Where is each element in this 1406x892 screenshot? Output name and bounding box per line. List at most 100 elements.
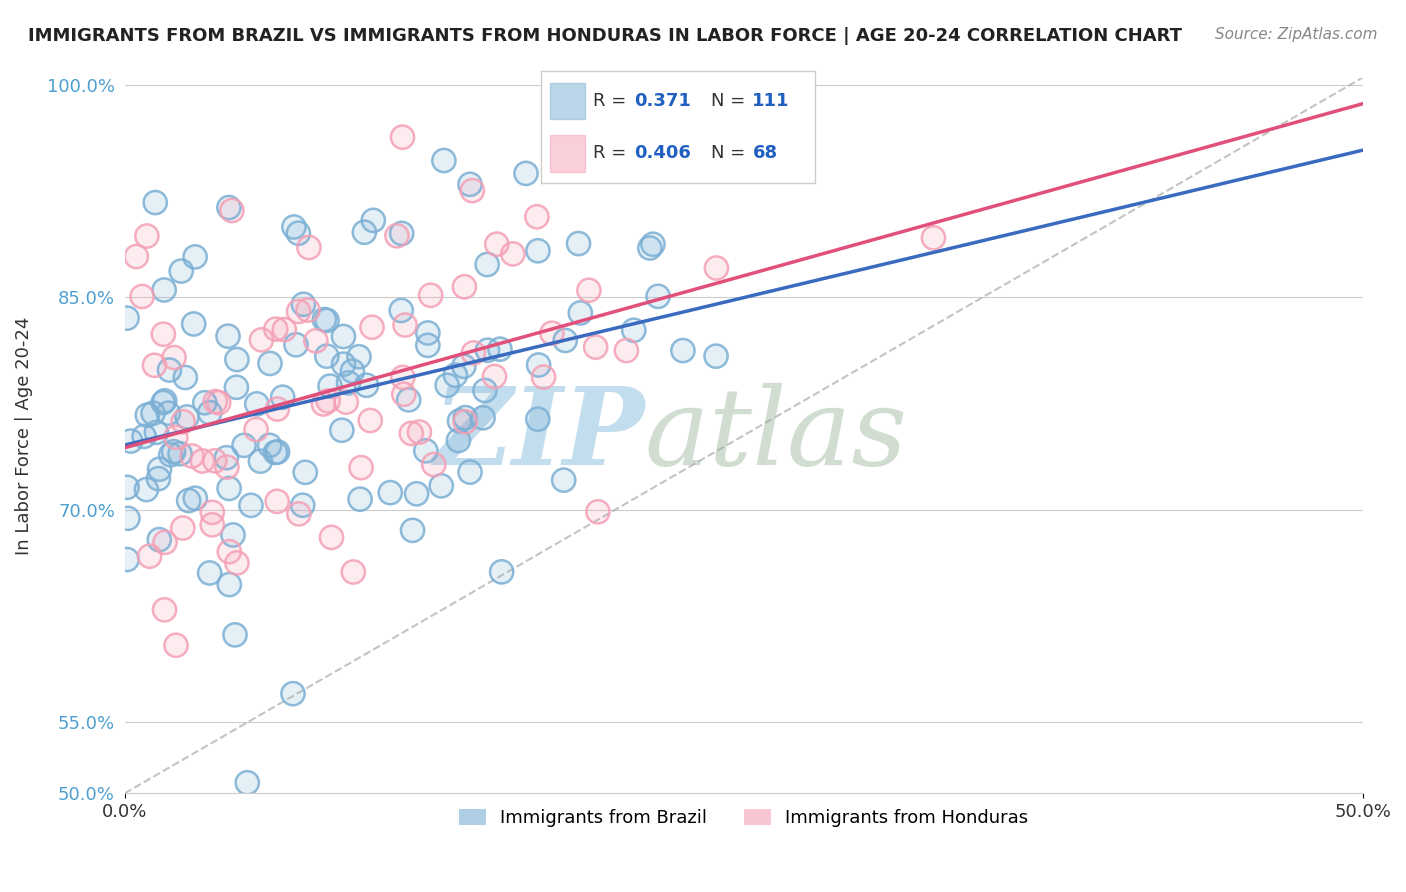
Point <box>183 317 205 331</box>
Point <box>638 241 661 255</box>
Point <box>153 603 176 617</box>
Text: R =: R = <box>593 145 633 162</box>
Point <box>218 544 240 558</box>
Point <box>134 429 156 443</box>
Point <box>706 260 728 275</box>
Point <box>201 505 224 519</box>
Point <box>585 340 607 354</box>
Point <box>250 333 273 347</box>
Point <box>444 368 467 383</box>
Point <box>153 535 176 549</box>
Point <box>353 225 375 239</box>
Point <box>184 491 207 506</box>
Point <box>458 465 481 479</box>
Point <box>239 499 262 513</box>
Point <box>170 264 193 278</box>
Point <box>191 454 214 468</box>
Point <box>170 264 193 278</box>
Point <box>672 343 695 358</box>
Point <box>312 397 335 411</box>
Point <box>305 334 328 348</box>
Point <box>342 364 364 378</box>
Point <box>172 415 194 429</box>
Point <box>385 228 408 243</box>
Point <box>394 318 416 332</box>
Point <box>298 240 321 254</box>
Point <box>246 397 269 411</box>
Point <box>623 323 645 337</box>
Point <box>204 394 226 409</box>
Point <box>115 552 138 566</box>
Point <box>392 387 415 401</box>
Point <box>226 556 249 570</box>
Point <box>162 444 184 458</box>
Point <box>408 425 430 439</box>
Legend: Immigrants from Brazil, Immigrants from Honduras: Immigrants from Brazil, Immigrants from … <box>451 802 1035 834</box>
Point <box>335 395 357 409</box>
Point <box>578 283 600 297</box>
Text: ZIP: ZIP <box>433 383 644 489</box>
Point <box>447 434 470 448</box>
Point <box>489 342 512 356</box>
Point <box>553 473 575 487</box>
Point <box>391 227 413 241</box>
Point <box>484 369 506 384</box>
Text: R =: R = <box>593 92 633 110</box>
Point <box>316 313 339 327</box>
Point <box>554 334 576 348</box>
Point <box>292 297 315 311</box>
Point <box>194 396 217 410</box>
Point <box>416 326 439 340</box>
Point <box>259 356 281 370</box>
Point <box>198 406 221 420</box>
Point <box>332 329 354 343</box>
Point <box>332 329 354 343</box>
Point <box>142 406 165 420</box>
Point <box>191 454 214 468</box>
Point <box>184 491 207 506</box>
Point <box>152 327 174 342</box>
Point <box>453 359 475 374</box>
Point <box>115 480 138 494</box>
Point <box>342 565 364 579</box>
Point <box>392 370 415 384</box>
Point <box>433 153 456 168</box>
Point <box>264 445 287 459</box>
Point <box>236 775 259 789</box>
Point <box>454 410 477 425</box>
Point <box>217 329 239 343</box>
Point <box>363 213 385 227</box>
Point <box>706 260 728 275</box>
Point <box>533 370 555 384</box>
Point <box>246 397 269 411</box>
Point <box>169 447 191 461</box>
Point <box>165 430 187 444</box>
Point <box>176 409 198 424</box>
Point <box>218 544 240 558</box>
Point <box>259 356 281 370</box>
Point <box>391 130 413 145</box>
Point <box>159 448 181 462</box>
Point <box>616 343 638 358</box>
Point <box>423 458 446 472</box>
Point <box>353 225 375 239</box>
Point <box>266 402 288 417</box>
Point <box>472 410 495 425</box>
Point <box>172 521 194 535</box>
Point <box>181 449 204 463</box>
Point <box>380 485 402 500</box>
Point <box>135 483 157 497</box>
Point <box>125 250 148 264</box>
Point <box>198 566 221 580</box>
Point <box>152 327 174 342</box>
Point <box>294 466 316 480</box>
Point <box>163 351 186 365</box>
Point <box>461 184 484 198</box>
Text: 0.371: 0.371 <box>634 92 692 110</box>
Point <box>463 346 485 360</box>
Point <box>117 511 139 525</box>
Point <box>136 408 159 422</box>
Point <box>349 492 371 507</box>
Point <box>401 426 423 441</box>
Point <box>225 380 247 394</box>
